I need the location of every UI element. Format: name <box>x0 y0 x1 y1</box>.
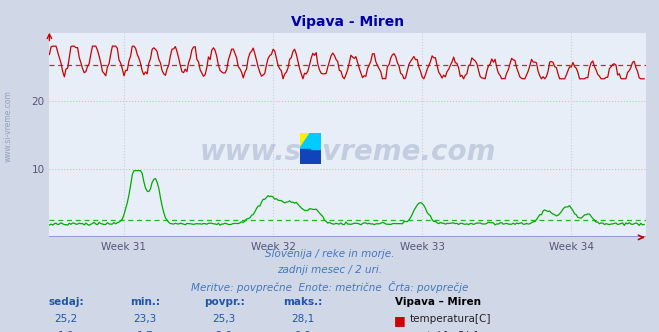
Text: www.si-vreme.com: www.si-vreme.com <box>3 90 13 162</box>
Polygon shape <box>300 133 310 148</box>
Text: min.:: min.: <box>130 297 160 307</box>
Text: Slovenija / reke in morje.: Slovenija / reke in morje. <box>265 249 394 259</box>
Text: 28,1: 28,1 <box>291 314 315 324</box>
Text: maks.:: maks.: <box>283 297 323 307</box>
Text: 25,2: 25,2 <box>54 314 78 324</box>
Text: povpr.:: povpr.: <box>204 297 244 307</box>
Text: ■: ■ <box>394 314 406 327</box>
Text: 23,3: 23,3 <box>133 314 157 324</box>
Text: sedaj:: sedaj: <box>48 297 84 307</box>
Text: ■: ■ <box>394 331 406 332</box>
Polygon shape <box>300 148 310 164</box>
Text: Vipava – Miren: Vipava – Miren <box>395 297 482 307</box>
Text: 25,3: 25,3 <box>212 314 236 324</box>
Text: temperatura[C]: temperatura[C] <box>410 314 492 324</box>
Text: zadnji mesec / 2 uri.: zadnji mesec / 2 uri. <box>277 265 382 275</box>
Text: 1,9: 1,9 <box>57 331 74 332</box>
Polygon shape <box>310 133 321 148</box>
Text: 2,6: 2,6 <box>215 331 233 332</box>
Text: 1,7: 1,7 <box>136 331 154 332</box>
Text: pretok[m3/s]: pretok[m3/s] <box>410 331 478 332</box>
Text: Meritve: povprečne  Enote: metrične  Črta: povprečje: Meritve: povprečne Enote: metrične Črta:… <box>191 281 468 293</box>
Polygon shape <box>300 133 310 148</box>
Text: www.si-vreme.com: www.si-vreme.com <box>200 138 496 166</box>
Title: Vipava - Miren: Vipava - Miren <box>291 15 404 29</box>
Text: 9,8: 9,8 <box>295 331 312 332</box>
